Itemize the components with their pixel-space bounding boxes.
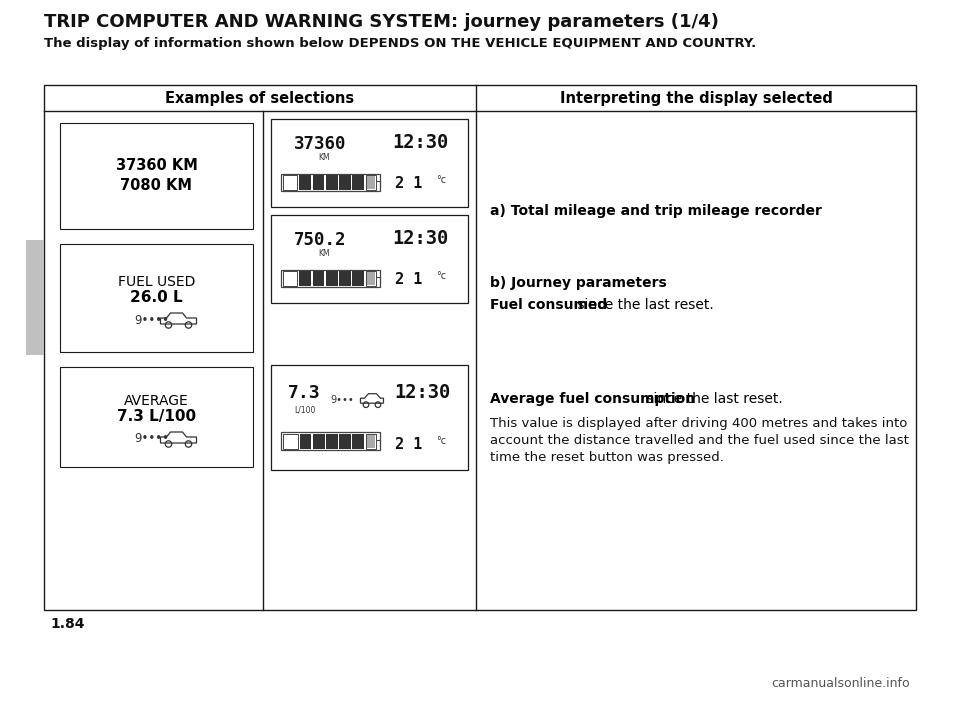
Text: L/100: L/100 xyxy=(294,405,315,414)
Bar xyxy=(60,367,253,467)
Text: 7080 KM: 7080 KM xyxy=(121,178,193,194)
Bar xyxy=(282,271,298,285)
Text: since the last reset.: since the last reset. xyxy=(642,392,783,406)
Text: Examples of selections: Examples of selections xyxy=(165,90,354,106)
Bar xyxy=(313,175,324,190)
Bar xyxy=(281,270,379,287)
Bar xyxy=(367,176,374,189)
Text: 12:30: 12:30 xyxy=(395,383,451,403)
Bar xyxy=(313,271,324,285)
Bar xyxy=(367,272,374,285)
Text: The display of information shown below DEPENDS ON THE VEHICLE EQUIPMENT AND COUN: The display of information shown below D… xyxy=(44,37,756,50)
Text: 2 1: 2 1 xyxy=(396,176,422,191)
Bar xyxy=(367,435,374,447)
Bar xyxy=(325,175,338,190)
Text: 750.2: 750.2 xyxy=(294,231,347,248)
Bar xyxy=(281,432,379,450)
Text: 1.84: 1.84 xyxy=(50,617,84,631)
Bar xyxy=(366,271,375,285)
Bar xyxy=(281,173,379,191)
Text: time the reset button was pressed.: time the reset button was pressed. xyxy=(490,451,724,464)
Text: 9•••: 9••• xyxy=(330,395,354,405)
Bar xyxy=(325,271,338,285)
Text: 2 1: 2 1 xyxy=(396,437,422,452)
Text: 2 1: 2 1 xyxy=(396,272,422,287)
Text: °c: °c xyxy=(437,175,446,185)
Bar xyxy=(282,434,298,449)
Bar xyxy=(366,175,375,190)
Text: 9••••: 9•••• xyxy=(134,314,169,327)
Text: °c: °c xyxy=(437,271,446,280)
Bar xyxy=(60,244,253,352)
Bar xyxy=(271,119,468,207)
Text: Fuel consumed: Fuel consumed xyxy=(490,298,608,312)
Text: account the distance travelled and the fuel used since the last: account the distance travelled and the f… xyxy=(490,434,909,447)
Text: °c: °c xyxy=(437,436,446,446)
Text: Average fuel consumption: Average fuel consumption xyxy=(490,392,695,406)
Bar xyxy=(352,271,364,285)
Text: 37360: 37360 xyxy=(294,135,347,153)
Text: 9••••: 9•••• xyxy=(134,432,169,445)
Text: TRIP COMPUTER AND WARNING SYSTEM: journey parameters (1/4): TRIP COMPUTER AND WARNING SYSTEM: journe… xyxy=(44,13,719,31)
Text: carmanualsonline.info: carmanualsonline.info xyxy=(772,677,910,690)
Text: 12:30: 12:30 xyxy=(393,133,449,152)
Bar xyxy=(326,434,338,449)
Text: 26.0 L: 26.0 L xyxy=(131,290,182,305)
Text: AVERAGE: AVERAGE xyxy=(124,394,189,408)
Bar xyxy=(339,434,350,449)
Bar xyxy=(44,85,916,610)
Bar xyxy=(26,240,44,355)
Text: Interpreting the display selected: Interpreting the display selected xyxy=(560,90,832,106)
Bar xyxy=(339,175,350,190)
Text: KM: KM xyxy=(319,153,330,162)
Bar xyxy=(352,434,364,449)
Text: 37360 KM: 37360 KM xyxy=(115,158,198,173)
Text: KM: KM xyxy=(319,249,330,258)
Text: 7.3 L/100: 7.3 L/100 xyxy=(117,410,196,425)
Bar xyxy=(300,175,311,190)
Bar xyxy=(313,434,324,449)
Text: 7.3: 7.3 xyxy=(288,384,321,402)
Bar xyxy=(352,175,364,190)
Text: This value is displayed after driving 400 metres and takes into: This value is displayed after driving 40… xyxy=(490,417,907,430)
Bar xyxy=(271,364,468,469)
Bar xyxy=(60,123,253,229)
Text: 12:30: 12:30 xyxy=(393,229,449,248)
Text: b) Journey parameters: b) Journey parameters xyxy=(490,276,667,290)
Bar xyxy=(300,434,311,449)
Bar xyxy=(300,271,311,285)
Bar xyxy=(339,271,350,285)
Bar xyxy=(271,215,468,303)
Text: FUEL USED: FUEL USED xyxy=(118,275,195,289)
Bar xyxy=(366,434,375,449)
Bar xyxy=(282,175,298,190)
Text: a) Total mileage and trip mileage recorder: a) Total mileage and trip mileage record… xyxy=(490,204,822,218)
Text: since the last reset.: since the last reset. xyxy=(572,298,713,312)
